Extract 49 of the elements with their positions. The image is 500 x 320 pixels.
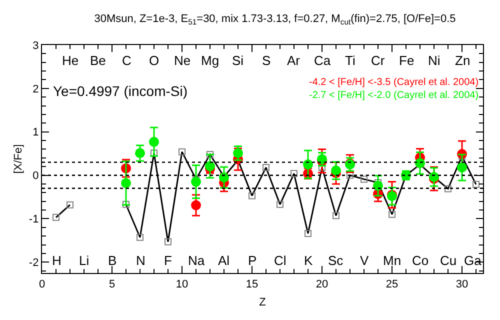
y-axis-title: [X/Fe] [12, 144, 25, 174]
annotation: V [360, 253, 369, 268]
annotation: Ca [314, 53, 332, 68]
annotation: O [149, 53, 160, 68]
x-tick-label: 10 [176, 278, 188, 290]
annotation: B [108, 253, 117, 268]
annotation: Cl [274, 253, 286, 268]
text: -2.7 < [Fe/H] <-2.0 (Cayrel et al. 2004) [309, 90, 479, 101]
annotation: Al [218, 253, 230, 268]
annotation: Be [90, 53, 106, 68]
annotation: S [262, 53, 271, 68]
annotation: F [164, 253, 172, 268]
annotation: Mn [383, 253, 402, 268]
annotation: Co [412, 253, 429, 268]
annotation: Cu [440, 253, 457, 268]
annotation: He [62, 53, 79, 68]
y-tick-label: 3 [32, 40, 39, 52]
annotation: Li [79, 253, 90, 268]
annotation: Ga [464, 253, 482, 268]
annotation: Si [232, 53, 244, 68]
annotation: Sc [328, 253, 344, 268]
x-tick-label: 20 [316, 278, 328, 290]
annotation: H [52, 253, 62, 268]
annotation: Ne [174, 53, 191, 68]
annotation: Zn [455, 53, 470, 68]
annotation: Mg [201, 53, 220, 68]
annotation: P [248, 253, 257, 268]
annotation: Ni [428, 53, 440, 68]
x-tick-label: 5 [108, 278, 116, 290]
annotation: Fe [399, 53, 414, 68]
annotation: K [304, 253, 313, 268]
x-tick-label: 25 [386, 278, 398, 290]
y-tick-label: -2 [28, 256, 39, 269]
annotation: Ye=0.4997 (incom-Si) [53, 83, 188, 99]
y-tick-label: 0 [32, 170, 39, 182]
text: -4.2 < [Fe/H] <-3.5 (Cayrel et al. 2004) [309, 77, 479, 88]
annotation: Ti [345, 53, 356, 68]
y-tick-label: 1 [32, 126, 39, 139]
x-tick-label: 30 [456, 278, 468, 290]
annotation: Ar [287, 53, 301, 68]
annotation: Cr [371, 53, 386, 68]
x-axis-title: Z [259, 296, 266, 308]
y-tick-label: 2 [32, 83, 39, 96]
x-tick-label: 15 [246, 278, 258, 290]
annotation: Na [188, 253, 206, 268]
chart-title: 30Msun, Z=1e-3, E$_{51}$=30, mix 1.73-3.13, f=0.27, M$_{cut}$(fin)=2.75, [O/Fe]=0.5 [94, 13, 456, 26]
y-tick-label: -1 [28, 214, 39, 226]
annotation: N [136, 253, 146, 268]
annotation: C [122, 53, 132, 68]
